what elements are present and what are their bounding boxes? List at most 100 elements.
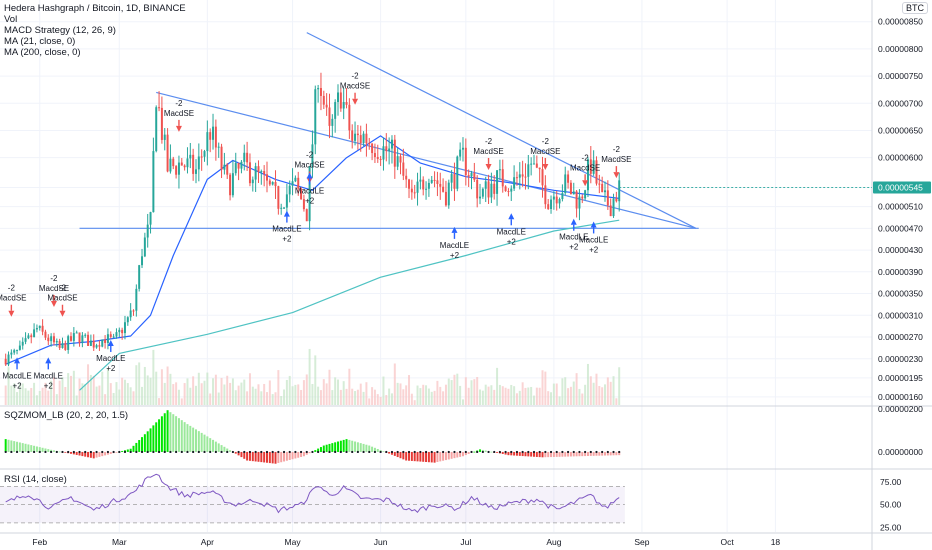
volume-bar [464,377,467,405]
momentum-bar [496,451,499,453]
momentum-bar [217,443,220,452]
candle-body [271,182,274,185]
squeeze-dot [351,450,354,454]
volume-bar [237,385,240,405]
time-axis[interactable]: Feb Mar Apr May Jun Jul Aug Sep Oct 18 [32,537,780,547]
legend-macd-strategy[interactable]: MACD Strategy (12, 26, 9) [4,25,116,36]
squeeze-dot [209,450,212,454]
time-tick-label: 18 [771,537,781,547]
volume-bar [405,385,408,405]
signal-qty: -2 [582,153,590,162]
buy-arrow-icon [283,210,290,217]
squeeze-dot [78,450,81,454]
momentum-bar [277,451,280,463]
squeeze-dot [169,450,172,454]
momentum-bar [408,451,411,461]
momentum-bar [413,451,416,462]
legend-ma21[interactable]: MA (21, close, 0) [4,36,76,47]
candle-body [337,92,340,103]
volume-bar [234,390,237,405]
volume-bar [189,387,192,405]
momentum-bar [248,451,251,461]
momentum-bar [430,451,433,463]
candle-body [601,183,604,193]
time-tick-label: Mar [112,537,127,547]
candle-body [479,196,482,199]
momentum-bar [81,451,84,457]
volume-bar [569,386,572,405]
squeeze-dot [362,450,365,454]
candle-body [430,179,433,183]
squeeze-dot [38,450,41,454]
squeeze-dot [157,450,161,454]
momentum-bar [274,451,277,464]
volume-bar [345,388,348,405]
legend-volume[interactable]: Vol [4,14,18,25]
candle-body [192,154,195,174]
squeeze-dot [555,450,558,454]
volume-bar [67,373,70,405]
squeeze-dot [442,450,445,454]
momentum-bar [405,451,408,461]
volume-bar [266,392,268,405]
candle-body [464,147,467,176]
signal-label: MacdSE [0,294,26,303]
momentum-bar [302,451,305,457]
squeeze-dot [578,450,581,454]
squeeze-dot [453,450,456,454]
momentum-bar [532,451,535,457]
volume-bar [112,392,115,405]
momentum-bar [527,451,530,457]
price-axis[interactable]: 0.00000850 0.00000800 0.00000750 0.00000700… [878,17,923,533]
volume-bar [618,367,621,405]
squeeze-dot [447,450,450,454]
legend-ma200[interactable]: MA (200, close, 0) [4,47,81,58]
candle-body [399,156,402,163]
rsi-tick-label: 50.00 [880,500,902,510]
volume-bar [297,384,300,405]
squeeze-dot [317,450,320,454]
momentum-bar [569,451,572,457]
squeeze-dot [186,450,189,454]
volume-bar [467,387,470,405]
momentum-bar [305,451,308,455]
candle-body [41,325,44,332]
signal-qty: -2 [613,145,621,154]
symbol-title[interactable]: Hedera Hashgraph / Bitcoin, 1D, BINANCE [4,3,186,14]
candle-body [442,186,445,192]
rsi-pane-label[interactable]: RSI (14, close) [4,474,67,485]
momentum-bar [515,451,518,456]
volume-bar [169,373,172,405]
volume-bar [501,386,504,405]
volume-bar [459,385,462,405]
momentum-bar [214,441,217,452]
price-tick-label: 0.00000270 [878,332,923,342]
last-price-label: 0.00000545 [878,183,923,193]
candle-body [95,345,98,348]
buy-arrow-icon [590,221,597,228]
squeeze-pane-label[interactable]: SQZMOM_LB (20, 2, 20, 1.5) [4,410,129,421]
momentum-bar [572,451,575,457]
volume-bar [95,386,98,405]
buy-arrow-icon [451,226,458,233]
candle-body [58,341,61,348]
candle-body [52,336,55,343]
candle-body [410,188,413,193]
momentum-bar [30,445,33,452]
buy-arrow-icon [508,213,515,220]
squeeze-dot [55,450,58,454]
volume-bar [382,376,385,405]
momentum-bar [524,451,527,457]
currency-badge[interactable]: BTC [902,2,928,14]
momentum-bar [436,451,439,463]
momentum-bar [98,451,101,457]
momentum-bar [447,451,450,460]
volume-bar [427,388,430,405]
candle-body [177,162,180,175]
squeeze-dot [299,450,303,454]
momentum-bar [266,451,268,463]
momentum-bar [615,451,618,456]
volume-bar [288,375,291,405]
candle-body [550,199,553,209]
